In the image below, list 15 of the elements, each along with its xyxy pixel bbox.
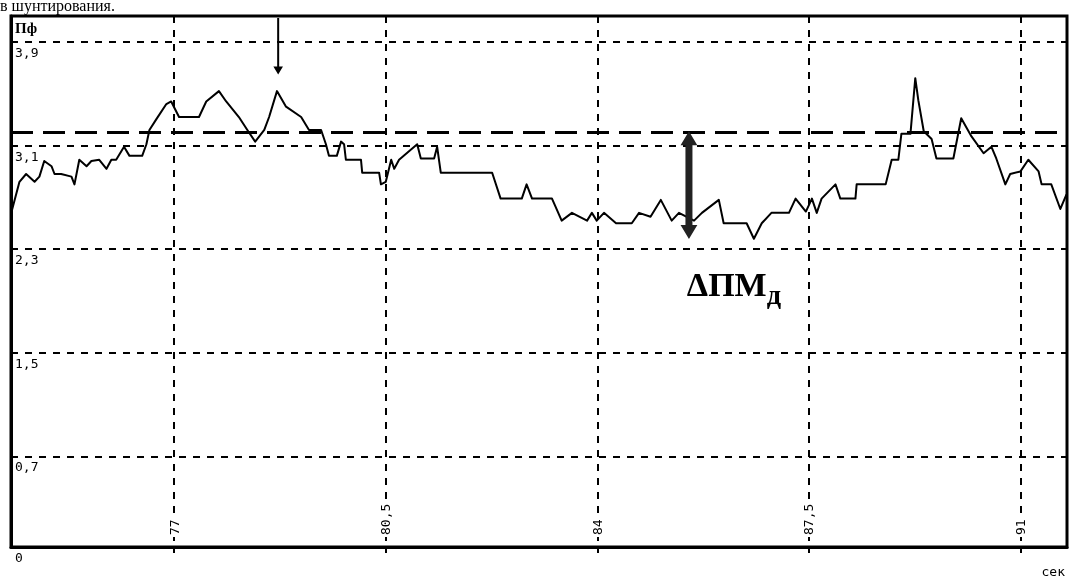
x-tick-label: 84 [589, 519, 605, 535]
y-axis-title: Пф [15, 19, 38, 36]
x-tick-label: 80,5 [378, 503, 394, 535]
x-tick-label: 77 [166, 519, 182, 535]
y-tick-label: 0,7 [15, 459, 39, 475]
y-tick-label: 1,5 [15, 355, 39, 371]
y-tick-label: 0 [15, 550, 23, 565]
annotation: ΔПМ$_{д}$ [686, 265, 782, 311]
x-tick-label: 87,5 [801, 503, 817, 535]
y-tick-label: 3,1 [15, 148, 39, 164]
x-tick-label: 91 [1012, 519, 1028, 535]
y-tick-label: 2,3 [15, 252, 39, 268]
y-tick-label: 3,9 [15, 44, 39, 60]
text: в шунтирования. [0, 0, 115, 15]
x-axis-title: сек [1041, 564, 1066, 578]
